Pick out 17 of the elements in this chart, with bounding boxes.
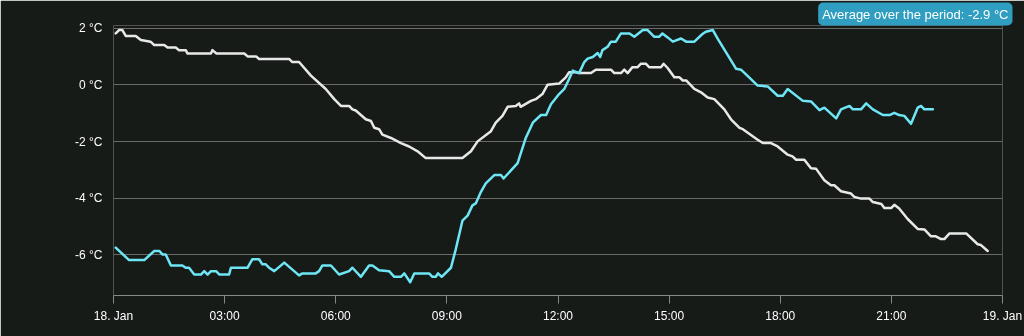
y-tick-label: 2 °C: [79, 21, 103, 36]
x-tick-label: 09:00: [431, 308, 463, 323]
y-tick-label: -6 °C: [75, 247, 103, 262]
y-tick-label: -4 °C: [75, 191, 103, 206]
line-series: [114, 28, 935, 284]
x-tick-label: 03:00: [209, 308, 240, 323]
x-tick-label: 12:00: [542, 308, 574, 323]
x-tick-label: 06:00: [320, 308, 352, 323]
x-tick-label: 18. Jan: [93, 308, 134, 323]
x-tick-label: 19. Jan: [982, 308, 1023, 323]
line-series: [114, 28, 989, 253]
x-tick-label: 18:00: [765, 308, 796, 323]
x-tick-label: 15:00: [654, 308, 685, 323]
y-tick-label: -2 °C: [75, 134, 103, 149]
text: Average over the period: -2.9 °C: [822, 6, 1009, 22]
x-tick-label: 21:00: [876, 308, 907, 323]
y-tick-label: 0 °C: [79, 78, 103, 92]
